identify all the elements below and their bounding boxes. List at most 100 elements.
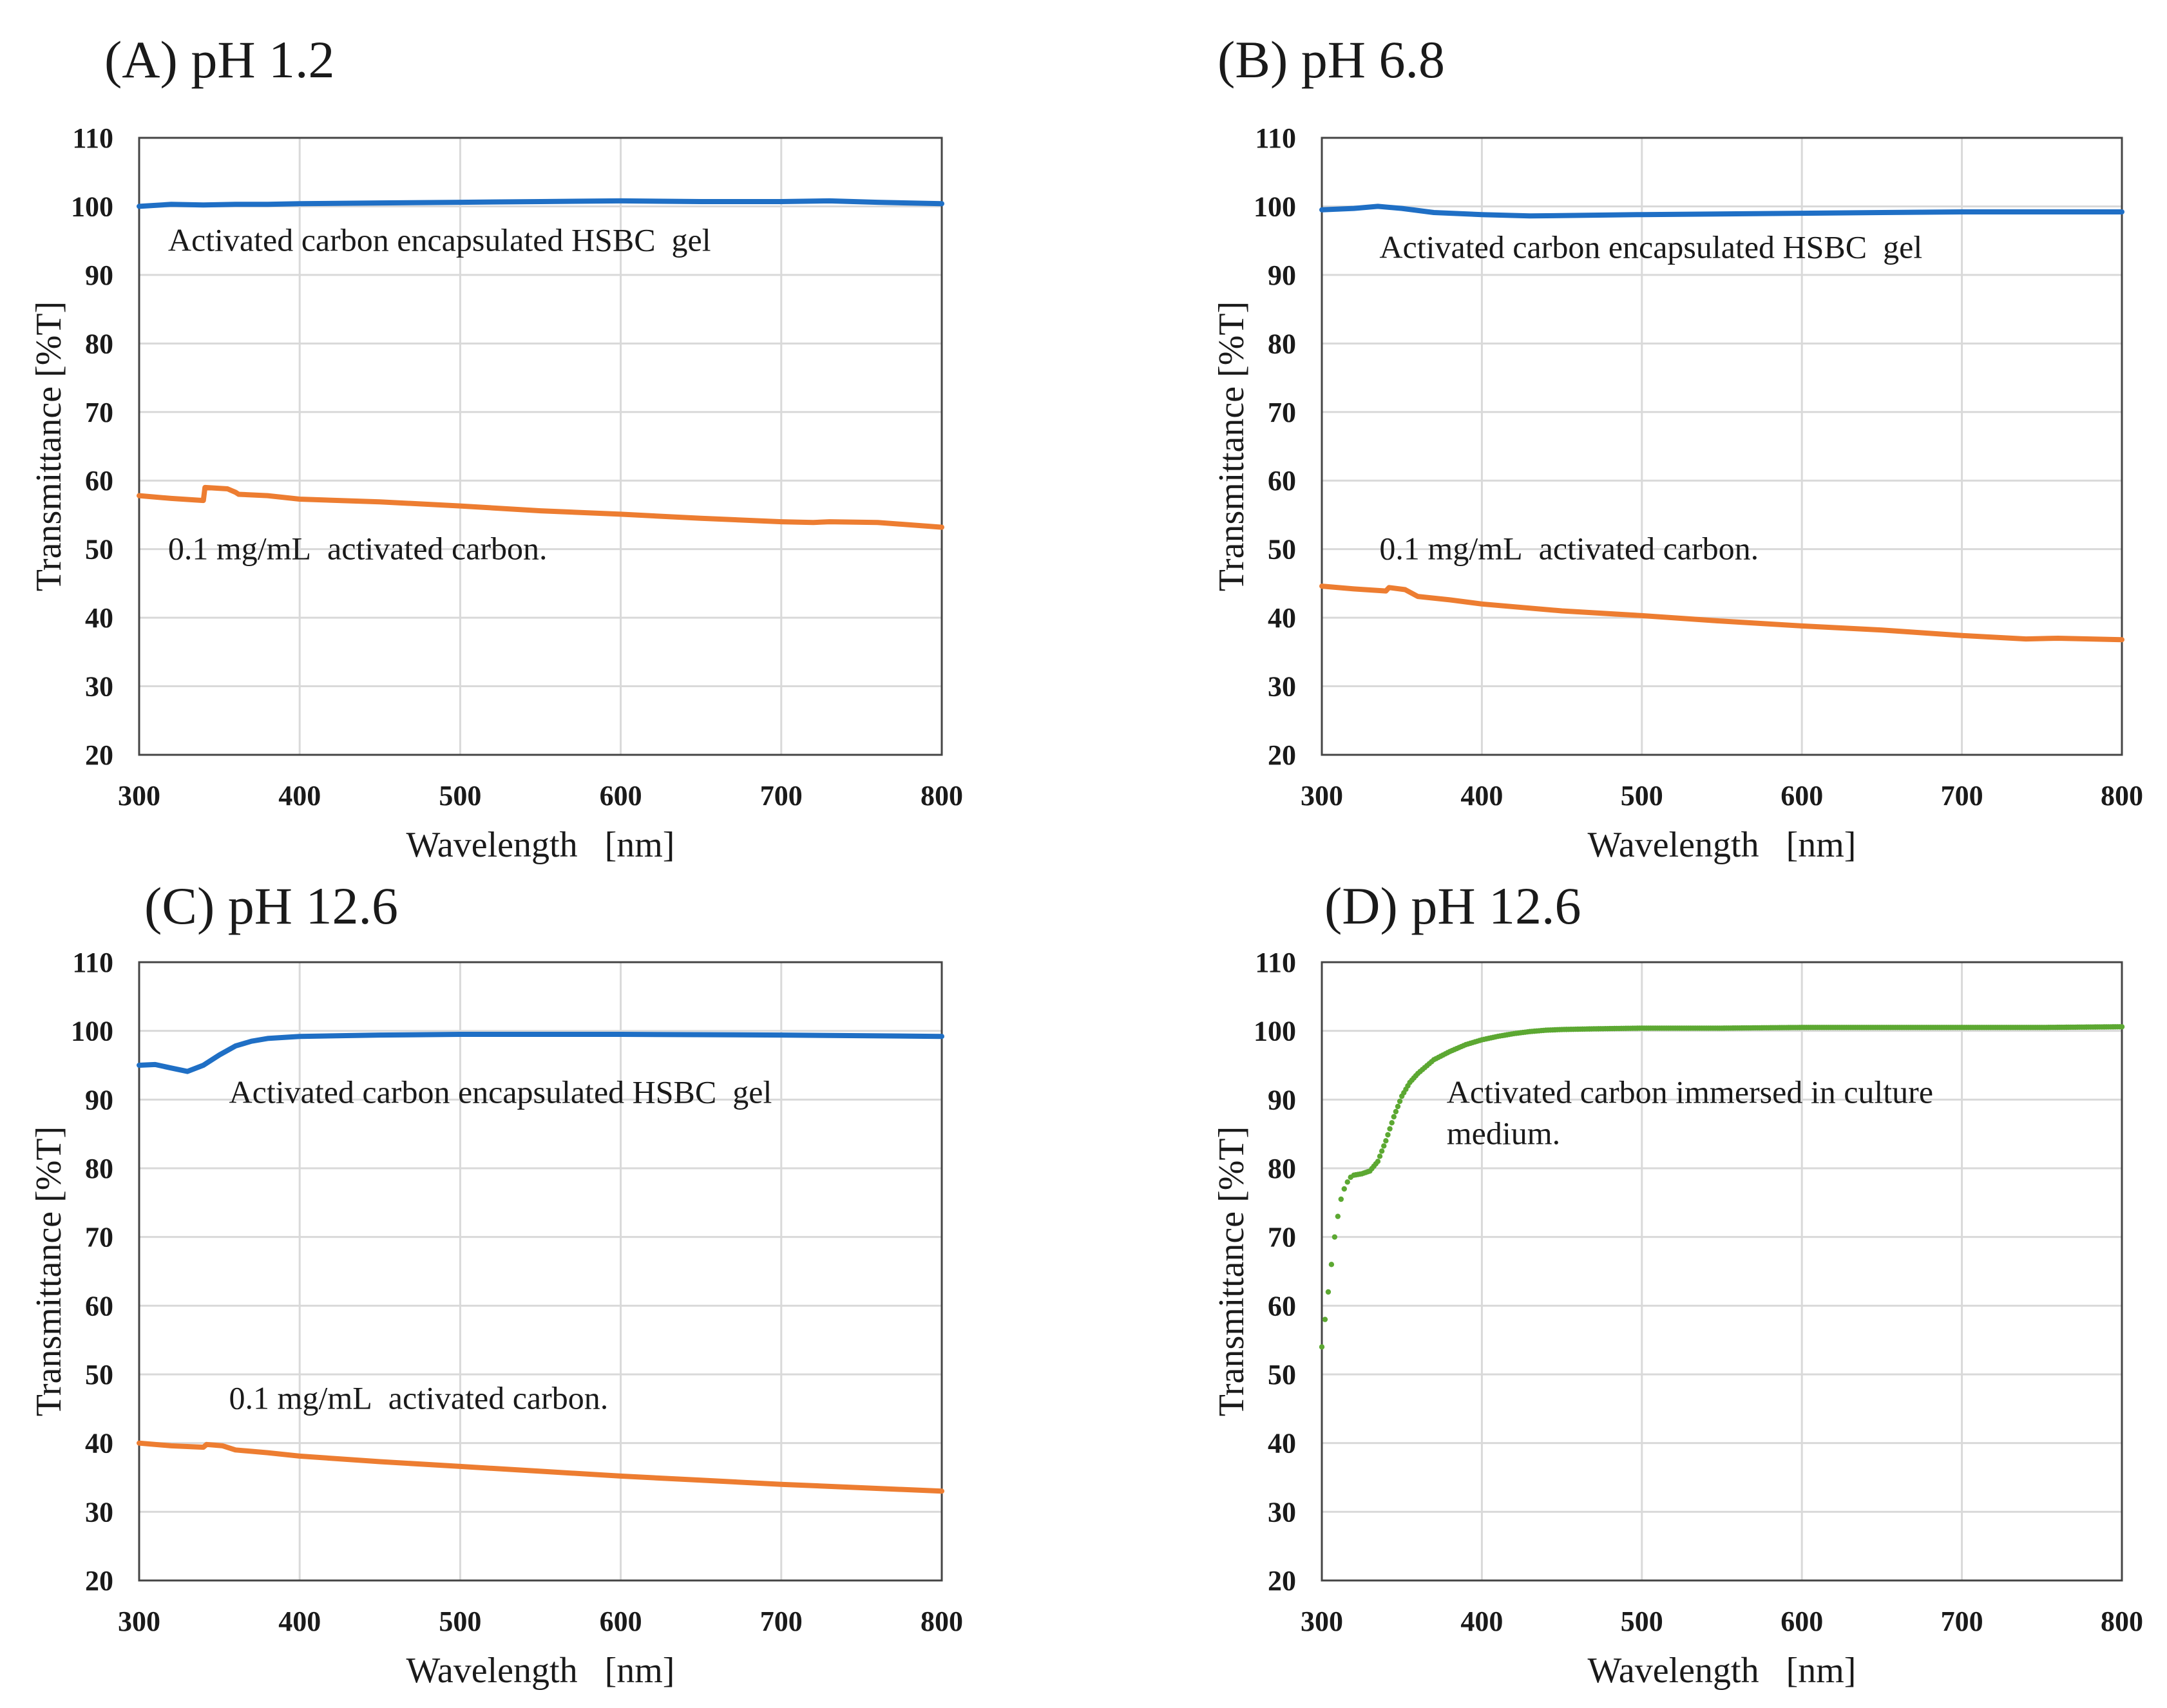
data-point [1332,1234,1338,1240]
x-tick-label: 600 [1780,1606,1823,1637]
y-tick-label: 20 [1268,739,1296,771]
data-point [1393,1108,1399,1115]
x-axis-label: Wavelength [nm] [406,825,675,865]
plot-frame [1321,961,2123,1582]
annotation: 0.1 mg/mL activated carbon. [168,531,548,567]
panel-d: (D) pH 12.6 300 400 500 600 700 800 20 30 40 50 60 7… [1212,877,2143,1691]
x-tick-label: 500 [1621,1606,1663,1637]
y-tick-label: 60 [85,465,113,497]
series-line-carbon [1319,584,2124,643]
plot-frame [138,137,943,756]
data-point [1381,1143,1387,1149]
y-axis-label: Transmittance [%T] [29,1126,69,1417]
data-point [1377,1153,1383,1159]
annotation: 0.1 mg/mL activated carbon. [229,1380,609,1416]
panel-title: (D) pH 12.6 [1324,877,1581,935]
panel-title: (A) pH 1.2 [104,30,335,89]
x-tick-label: 800 [2101,1606,2143,1637]
series-line-gel [137,198,944,209]
data-point [1328,1262,1335,1267]
data-point [1379,1148,1385,1154]
x-tick-label: 800 [2101,780,2143,811]
y-tick-label: 40 [85,1428,113,1459]
y-tick-label: 70 [1268,397,1296,428]
y-tick-label: 70 [1268,1222,1296,1253]
x-tick-label: 500 [439,1606,481,1637]
y-tick-label: 30 [1268,671,1296,703]
y-tick-label: 60 [1268,465,1296,497]
series-dots [1319,1024,2125,1350]
series-line-gel [1319,204,2124,219]
annotation: Activated carbon encapsulated HSBC gel [168,222,711,258]
panel-title: (C) pH 12.6 [144,877,398,935]
y-tick-label: 90 [1268,1084,1296,1115]
annotation: medium. [1447,1115,1560,1152]
data-point [1391,1114,1397,1120]
x-tick-label: 600 [1780,780,1823,811]
x-tick-label: 400 [278,1606,321,1637]
y-tick-label: 50 [85,1359,113,1390]
y-tick-label: 110 [1255,122,1296,154]
y-tick-label: 80 [85,328,113,359]
y-tick-label: 90 [85,1084,113,1115]
y-tick-label: 80 [1268,1153,1296,1184]
y-tick-label: 20 [1268,1565,1296,1597]
panel-b: (B) pH 6.8 300 400 500 600 700 800 20 30 40 50 60 70… [1212,30,2143,865]
data-point [1397,1098,1403,1105]
y-tick-label: 50 [1268,534,1296,565]
data-point [1387,1126,1393,1132]
x-tick-label: 600 [600,780,642,811]
x-tick-label: 400 [1460,1606,1503,1637]
x-tick-label: 300 [118,1606,160,1637]
y-tick-label: 80 [1268,328,1296,359]
x-axis-label: Wavelength [nm] [406,1651,675,1691]
data-point [1341,1186,1347,1192]
data-point [1322,1316,1328,1322]
y-tick-label: 50 [1268,1359,1296,1390]
y-tick-label: 100 [71,1016,113,1047]
y-tick-label: 30 [85,671,113,703]
y-tick-label: 40 [1268,1428,1296,1459]
data-point [1319,1344,1325,1350]
data-point [1335,1213,1341,1219]
x-tick-label: 600 [600,1606,642,1637]
plot-frame [138,961,943,1582]
y-tick-label: 60 [1268,1290,1296,1322]
annotation: Activated carbon encapsulated HSBC gel [1379,229,1922,265]
y-tick-label: 100 [1254,191,1296,222]
panel-a: (A) pH 1.2 300 400 500 600 700 800 20 30 40 50 60 70… [29,30,963,865]
x-tick-label: 400 [278,780,321,811]
y-tick-label: 40 [1268,602,1296,634]
x-tick-label: 300 [118,780,160,811]
y-tick-label: 110 [1255,947,1296,978]
y-tick-label: 100 [1254,1016,1296,1047]
x-axis-label: Wavelength [nm] [1588,825,1857,865]
y-tick-label: 20 [85,1565,113,1597]
y-tick-label: 50 [85,534,113,565]
x-tick-label: 500 [1621,780,1663,811]
y-axis-label: Transmittance [%T] [1212,301,1252,592]
y-tick-label: 30 [1268,1496,1296,1528]
y-axis-label: Transmittance [%T] [1212,1126,1252,1417]
data-point [1383,1138,1389,1144]
plot-frame [1321,137,2123,756]
x-tick-label: 700 [1941,780,1983,811]
series-line-carbon [137,484,944,530]
y-tick-label: 80 [85,1153,113,1184]
y-tick-label: 40 [85,602,113,634]
annotation: Activated carbon encapsulated HSBC gel [229,1074,772,1110]
x-tick-label: 700 [1941,1606,1983,1637]
x-tick-label: 300 [1301,1606,1343,1637]
x-tick-label: 700 [760,1606,803,1637]
y-tick-label: 70 [85,1222,113,1253]
x-tick-label: 700 [760,780,803,811]
x-tick-label: 800 [921,1606,963,1637]
y-axis-label: Transmittance [%T] [29,301,69,592]
data-point [1385,1132,1391,1138]
y-tick-label: 100 [71,191,113,222]
y-tick-label: 90 [85,260,113,291]
y-tick-label: 60 [85,1290,113,1322]
data-point [1338,1196,1344,1202]
panel-c: (C) pH 12.6 300 400 500 600 700 800 20 30 40 50 60 7… [29,877,963,1691]
